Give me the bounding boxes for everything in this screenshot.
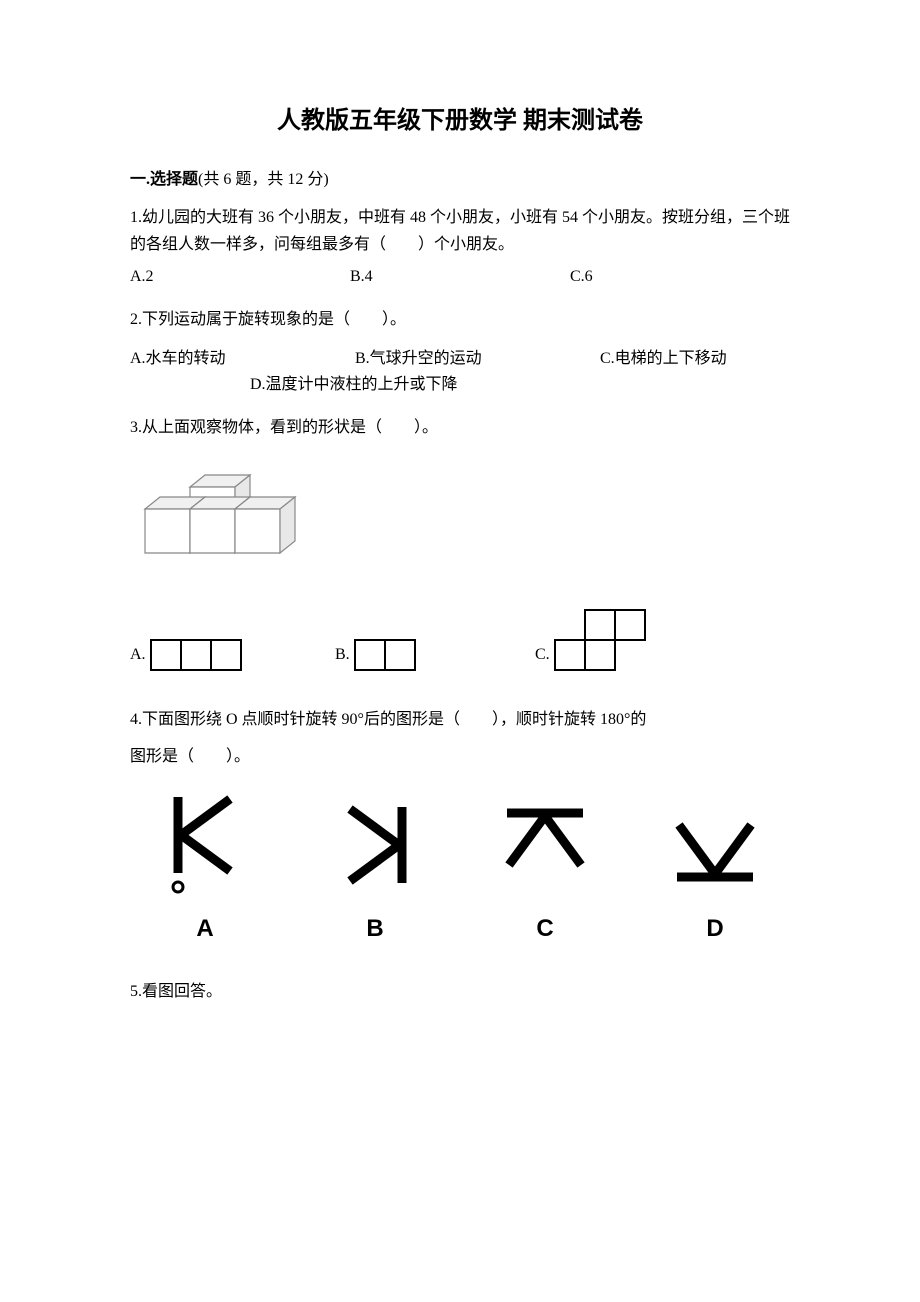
q1-options: A.2 B.4 C.6 (130, 268, 790, 286)
q4-figure-c: C (480, 795, 610, 943)
q4-text-line1: 4.下面图形绕 O 点顺时针旋转 90°后的图形是（ ），顺时针旋转 180°的 (130, 706, 790, 733)
q3-shape-b (354, 639, 416, 671)
q3-shape-c (554, 609, 646, 671)
k-shape-d-icon (665, 800, 765, 890)
q2-option-d: D.温度计中液柱的上升或下降 (250, 370, 790, 394)
exam-page: 人教版五年级下册数学 期末测试卷 一.选择题(共 6 题，共 12 分) 1.幼… (0, 0, 920, 1302)
section1-detail: (共 6 题，共 12 分) (198, 171, 329, 188)
q3-shape-a (150, 639, 242, 671)
k-shape-a-icon (160, 795, 250, 895)
cubes-3d-icon (130, 469, 330, 579)
q4-figure-d: D (650, 795, 780, 943)
q1-option-c: C.6 (570, 268, 720, 286)
q1-text: 1.幼儿园的大班有 36 个小朋友，中班有 48 个小朋友，小班有 54 个小朋… (130, 204, 790, 258)
page-title: 人教版五年级下册数学 期末测试卷 (130, 100, 790, 135)
q4-text-line2: 图形是（ ）。 (130, 743, 790, 770)
q1-option-a: A.2 (130, 268, 350, 286)
q2-option-c: C.电梯的上下移动 (600, 344, 780, 368)
q4-figure-b: B (310, 795, 440, 943)
q1-option-b: B.4 (350, 268, 570, 286)
q3-option-a-label: A. (130, 639, 146, 671)
q2-text: 2.下列运动属于旋转现象的是（ ）。 (130, 306, 790, 333)
k-shape-c-icon (495, 800, 595, 890)
section1-label: 一.选择题 (130, 171, 198, 188)
q3-option-c: C. (535, 609, 646, 671)
q3-option-a: A. (130, 639, 335, 671)
q2-option-a: A.水车的转动 (130, 344, 355, 368)
q4-figures: A B (130, 795, 790, 943)
q3-figure (130, 451, 790, 609)
q4-label-d: D (706, 915, 723, 943)
q2-option-b: B.气球升空的运动 (355, 344, 600, 368)
spacer (130, 948, 790, 978)
q3-option-b-label: B. (335, 639, 350, 671)
q4-label-b: B (366, 915, 383, 943)
section1-header: 一.选择题(共 6 题，共 12 分) (130, 165, 790, 189)
q4-figure-a: A (140, 795, 270, 943)
q4-label-a: A (196, 915, 213, 943)
q2-options-row1: A.水车的转动 B.气球升空的运动 C.电梯的上下移动 (130, 344, 790, 368)
q4-label-c: C (536, 915, 553, 943)
q3-options: A. B. C. (130, 609, 790, 671)
q5-text: 5.看图回答。 (130, 978, 790, 1005)
q3-text: 3.从上面观察物体，看到的形状是（ ）。 (130, 414, 790, 441)
k-shape-b-icon (330, 795, 420, 895)
q3-option-c-label: C. (535, 639, 550, 671)
q3-option-b: B. (335, 639, 535, 671)
